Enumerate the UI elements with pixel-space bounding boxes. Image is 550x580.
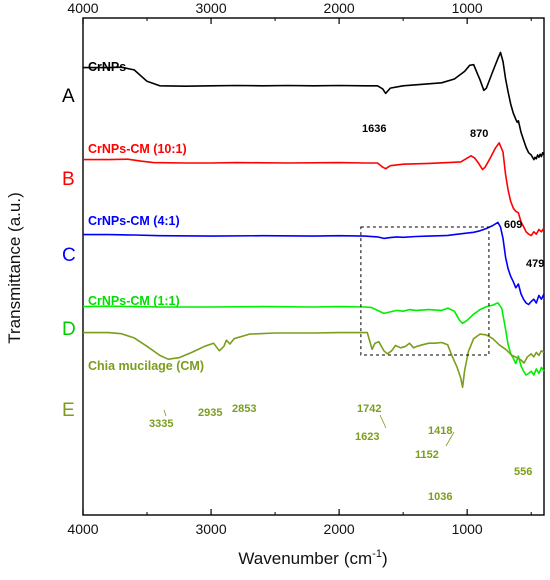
x-axis-title-unit-close: ): [382, 549, 388, 568]
series-name-A: CrNPs: [88, 60, 126, 74]
x-tick-labels-bottom: 4000 3000 2000 1000: [67, 521, 483, 537]
peak-label-3335: 3335: [149, 418, 173, 430]
peak-leader-3335: [163, 409, 167, 417]
x-tick-label-bottom: 3000: [195, 521, 226, 537]
peak-label-556: 556: [514, 466, 532, 478]
peak-label-2853: 2853: [232, 403, 256, 415]
spectra-traces: [82, 51, 545, 389]
series-name-E: Chia mucilage (CM): [88, 359, 204, 373]
x-tick-label-bottom: 1000: [452, 521, 483, 537]
series-name-B: CrNPs-CM (10:1): [88, 142, 187, 156]
series-letter-E: E: [62, 400, 75, 421]
peak-leader-1152: [445, 431, 455, 447]
peak-label-479: 479: [526, 258, 544, 270]
plot-frame: [82, 17, 545, 516]
peak-label-1623: 1623: [355, 431, 379, 443]
series-line-B: [83, 142, 545, 237]
peak-label-1036: 1036: [428, 491, 452, 503]
peak-label-609: 609: [504, 219, 522, 231]
series-letter-B: B: [62, 169, 75, 190]
series-letter-C: C: [62, 245, 76, 266]
x-tick-label-bottom: 4000: [67, 521, 98, 537]
peak-label-2935: 2935: [198, 407, 222, 419]
x-tick-label-top: 3000: [195, 0, 226, 16]
x-tick-label-top: 2000: [324, 0, 355, 16]
peak-label-870: 870: [470, 128, 488, 140]
series-line-E: [83, 331, 545, 389]
x-axis-title: Wavenumber (cm-1): [238, 548, 387, 568]
x-axis-title-main: Wavenumber: [238, 549, 339, 568]
series-line-D: [82, 301, 545, 376]
x-tick-label-top: 1000: [452, 0, 483, 16]
series-name-C: CrNPs-CM (4:1): [88, 214, 180, 228]
x-axis-title-unit-sup: -1: [372, 548, 382, 560]
x-ticks-top: [82, 18, 532, 24]
peak-label-1152: 1152: [415, 449, 439, 461]
x-tick-labels-top: 4000 3000 2000 1000: [67, 0, 483, 16]
x-ticks-bottom: [82, 509, 532, 515]
series-line-A: [83, 51, 545, 161]
series-letter-A: A: [62, 86, 75, 107]
peak-label-1742: 1742: [357, 403, 381, 415]
peak-leader-1623: [379, 414, 387, 429]
x-tick-label-bottom: 2000: [324, 521, 355, 537]
peak-label-1418: 1418: [428, 425, 452, 437]
series-line-C: [83, 221, 545, 306]
peak-label-1636: 1636: [362, 123, 386, 135]
x-tick-label-top: 4000: [67, 0, 98, 16]
dashed-highlight-box: [360, 226, 490, 356]
x-axis-title-unit: (cm: [344, 549, 372, 568]
series-name-D: CrNPs-CM (1:1): [88, 294, 180, 308]
series-letter-D: D: [62, 319, 76, 340]
y-axis-title: Transmittance (a.u.): [5, 192, 24, 343]
